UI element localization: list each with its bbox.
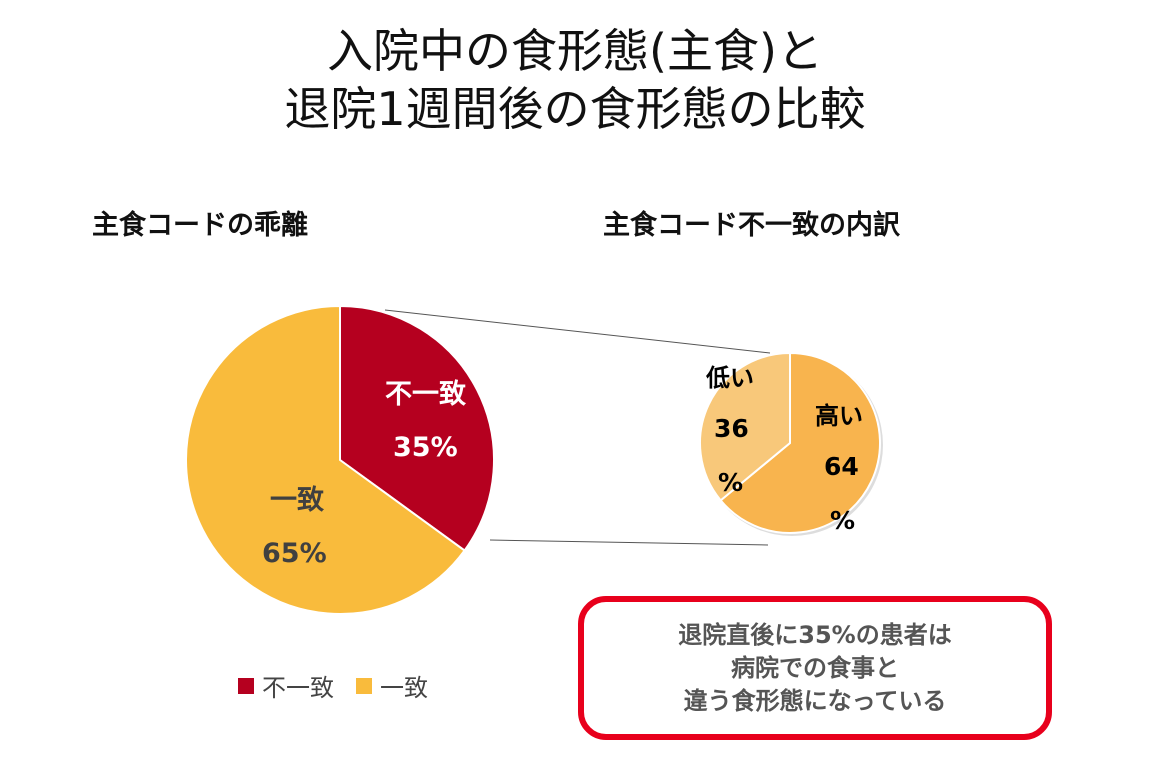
callout-box: 退院直後に35%の患者は 病院での食事と 違う食形態になっている bbox=[578, 596, 1052, 740]
legend: 不一致 一致 bbox=[238, 668, 428, 703]
callout-line-1: 退院直後に35%の患者は bbox=[678, 620, 952, 649]
connector-top bbox=[384, 309, 771, 354]
label-mismatch-pct: 35% bbox=[393, 432, 458, 463]
legend-mismatch: 不一致 bbox=[262, 674, 334, 702]
left-chart-title: 主食コードの乖離 bbox=[92, 210, 308, 241]
slide-title: 入院中の食形態(主食)と 退院1週間後の食形態の比較 bbox=[0, 22, 1150, 138]
callout-line-2: 病院での食事と bbox=[731, 653, 899, 682]
title-line-1: 入院中の食形態(主食)と bbox=[327, 24, 823, 78]
label-high-num: 64 bbox=[824, 452, 859, 481]
label-mismatch: 不一致 bbox=[385, 379, 466, 410]
right-pie-slice-1 bbox=[699, 351, 791, 502]
legend-swatch-mismatch bbox=[238, 677, 254, 694]
legend-match: 一致 bbox=[380, 674, 428, 702]
label-low-pct: % bbox=[718, 468, 744, 497]
label-low: 低い bbox=[706, 364, 754, 392]
callout-line-3: 違う食形態になっている bbox=[683, 686, 947, 715]
legend-swatch-match bbox=[356, 677, 372, 694]
left-pie-slice-1 bbox=[185, 304, 466, 615]
label-low-num: 36 bbox=[714, 414, 749, 443]
right-chart-title: 主食コード不一致の内訳 bbox=[603, 210, 900, 241]
label-match-pct: 65% bbox=[262, 538, 327, 569]
title-line-2: 退院1週間後の食形態の比較 bbox=[284, 82, 866, 136]
connector-bottom bbox=[489, 539, 769, 546]
label-high-pct: % bbox=[830, 506, 856, 535]
right-pie-slice-0 bbox=[719, 351, 881, 534]
label-match: 一致 bbox=[270, 485, 324, 516]
label-high: 高い bbox=[815, 402, 863, 430]
left-pie-slice-0 bbox=[339, 304, 495, 552]
